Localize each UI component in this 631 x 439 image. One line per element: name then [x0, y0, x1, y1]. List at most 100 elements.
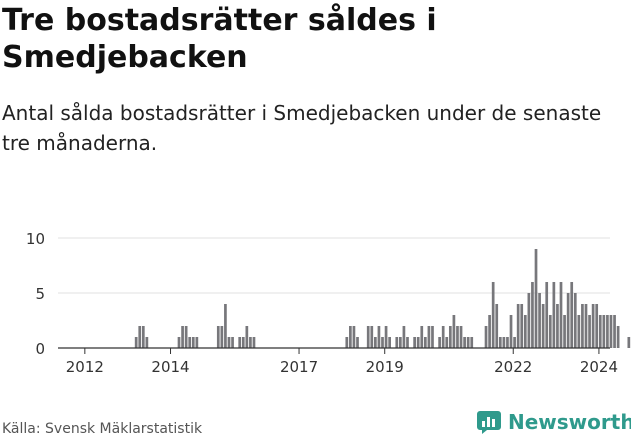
bar: [445, 337, 449, 348]
bar: [224, 304, 227, 348]
x-tick-label: 2017: [280, 358, 318, 376]
bar: [456, 326, 459, 348]
bar: [595, 304, 599, 348]
bar: [241, 337, 245, 348]
bar: [509, 315, 513, 348]
bar: [570, 282, 574, 348]
bar: [381, 337, 384, 348]
x-tick-label: 2024: [580, 358, 618, 376]
bar: [548, 315, 552, 348]
bar: [538, 293, 541, 348]
newsworthy-logo-icon: [477, 411, 501, 434]
y-tick-label: 5: [35, 285, 45, 303]
bar: [556, 304, 559, 348]
x-tick-label: 2022: [494, 358, 532, 376]
bar: [413, 337, 416, 348]
bar: [399, 337, 402, 348]
bar: [627, 337, 631, 348]
bar: [452, 315, 456, 348]
x-tick-label: 2012: [66, 358, 104, 376]
bar: [177, 337, 181, 348]
bar: [388, 337, 391, 348]
bar: [459, 326, 463, 348]
bar: [184, 326, 188, 348]
bar: [370, 326, 374, 348]
bar: [531, 282, 534, 348]
bar: [577, 315, 581, 348]
bar: [566, 293, 570, 348]
bar: [591, 304, 595, 348]
bar: [249, 337, 252, 348]
bar: [377, 326, 381, 348]
bar: [502, 337, 506, 348]
bar: [598, 315, 602, 348]
x-tick-label: 2014: [151, 358, 189, 376]
bar: [541, 304, 545, 348]
bar: [252, 337, 256, 348]
bar: [423, 337, 427, 348]
bar: [448, 326, 452, 348]
bar: [552, 282, 556, 348]
bar: [431, 326, 434, 348]
bar: [584, 304, 588, 348]
bar: [438, 337, 441, 348]
bar: [506, 337, 509, 348]
bar: [406, 337, 409, 348]
source-note: Källa: Svensk Mäklarstatistik: [2, 421, 203, 437]
bar: [141, 326, 145, 348]
bar: [356, 337, 359, 348]
bar: [352, 326, 356, 348]
bar: [138, 326, 142, 348]
bar: [384, 326, 388, 348]
bar: [466, 337, 470, 348]
bar: [588, 315, 591, 348]
bar: [345, 337, 349, 348]
bar: [220, 326, 224, 348]
bar: [227, 337, 231, 348]
bar: [191, 337, 195, 348]
bar: [491, 282, 495, 348]
bar: [374, 337, 377, 348]
bars: [134, 249, 631, 348]
bar: [498, 337, 502, 348]
grid-lines: [58, 237, 610, 294]
bar: [516, 304, 520, 348]
bar: [420, 326, 424, 348]
y-tick-label: 0: [35, 340, 45, 358]
brand-name: Newsworthy: [508, 410, 631, 434]
bar: [181, 326, 184, 348]
bar: [134, 337, 138, 348]
newsworthy-logo[interactable]: Newsworthy: [476, 408, 631, 436]
bar: [559, 282, 563, 348]
x-axis-ticks: 2012 2014 2017 2019 2022 2024: [66, 348, 618, 376]
bar: [470, 337, 474, 348]
y-tick-label: 10: [26, 230, 45, 248]
bar: [366, 326, 370, 348]
bar: [484, 326, 488, 348]
bar: [545, 282, 549, 348]
bar: [395, 337, 399, 348]
bar: [188, 337, 192, 348]
bar: [145, 337, 149, 348]
bar: [231, 337, 234, 348]
bar: [238, 337, 242, 348]
bar: [602, 315, 606, 348]
x-tick-label: 2019: [366, 358, 404, 376]
bar: [513, 337, 516, 348]
bar: [441, 326, 445, 348]
bar: [534, 249, 538, 348]
bar: [245, 326, 249, 348]
bar: [563, 315, 566, 348]
bar: [402, 326, 406, 348]
chart-title: Tre bostadsrätter såldes i Smedjebacken: [2, 3, 437, 75]
bar: [463, 337, 466, 348]
bar: [613, 315, 616, 348]
bar: [581, 304, 584, 348]
bar: [616, 326, 620, 348]
bar: [523, 315, 527, 348]
bar: [195, 337, 199, 348]
bar: [609, 315, 613, 348]
bar: [416, 337, 420, 348]
y-axis-ticks: 0 5 10: [26, 230, 45, 358]
